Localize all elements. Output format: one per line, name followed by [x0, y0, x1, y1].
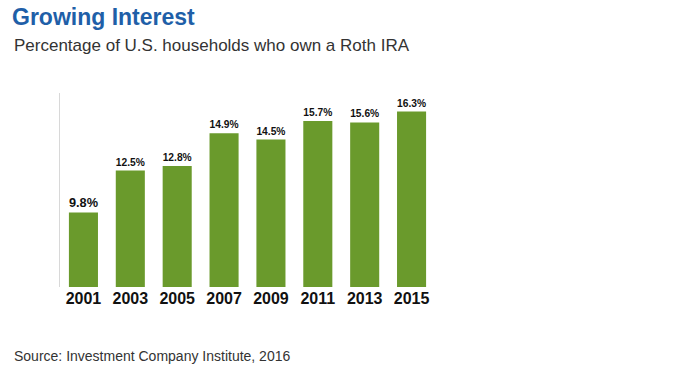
- svg-text:14.5%: 14.5%: [256, 126, 285, 137]
- svg-text:15.7%: 15.7%: [303, 107, 332, 118]
- svg-text:12.5%: 12.5%: [116, 157, 145, 168]
- svg-text:15.6%: 15.6%: [350, 108, 379, 119]
- svg-text:2015: 2015: [394, 290, 430, 307]
- svg-text:Percentage of U.S. households: Percentage of U.S. households who own a …: [14, 36, 410, 55]
- svg-text:2005: 2005: [159, 290, 195, 307]
- svg-text:2001: 2001: [66, 290, 102, 307]
- svg-text:2003: 2003: [113, 290, 149, 307]
- svg-text:2009: 2009: [253, 290, 289, 307]
- svg-text:2011: 2011: [300, 290, 335, 307]
- svg-text:9.8%: 9.8%: [69, 195, 98, 210]
- svg-text:14.9%: 14.9%: [210, 119, 239, 130]
- svg-text:Growing Interest: Growing Interest: [12, 4, 195, 30]
- svg-text:Source: Investment Company Ins: Source: Investment Company Institute, 20…: [14, 348, 290, 364]
- svg-text:16.3%: 16.3%: [397, 98, 426, 109]
- svg-text:2013: 2013: [347, 290, 383, 307]
- svg-text:12.8%: 12.8%: [163, 152, 192, 163]
- svg-text:2007: 2007: [206, 290, 242, 307]
